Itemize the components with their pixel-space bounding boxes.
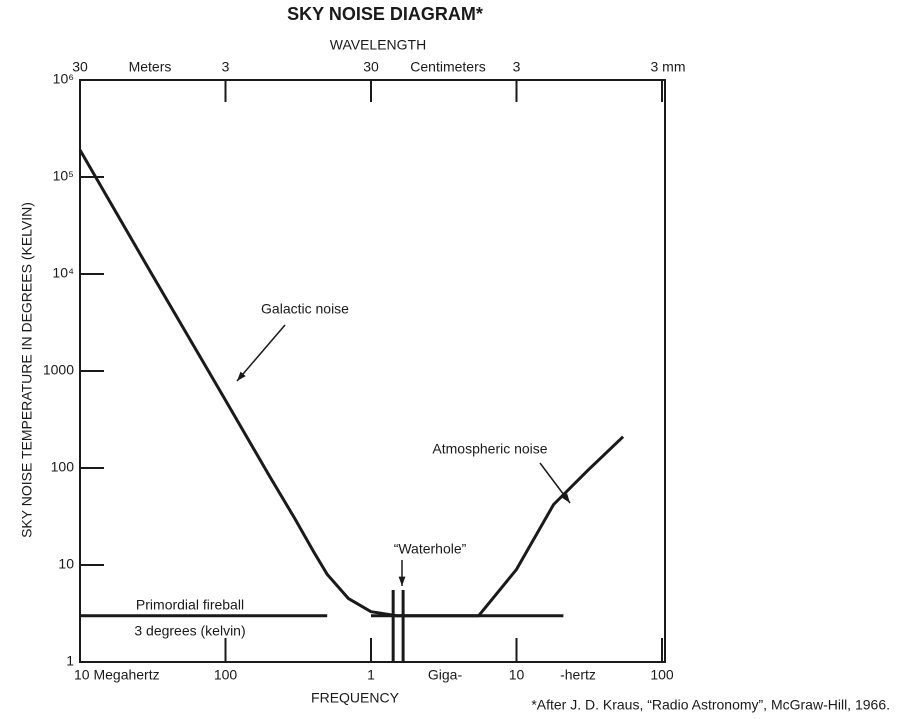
y-tick-label: 10⁴ bbox=[52, 265, 74, 281]
arrow-head bbox=[398, 576, 406, 586]
series-label: Primordial fireball bbox=[136, 597, 244, 613]
y-tick-label: 10 bbox=[58, 556, 74, 572]
y-axis-label: SKY NOISE TEMPERATURE IN DEGREES (KELVIN… bbox=[19, 202, 35, 538]
chart-title: SKY NOISE DIAGRAM* bbox=[287, 4, 483, 24]
x2-tick-label: 3 bbox=[222, 59, 230, 75]
x-axis-label: FREQUENCY bbox=[311, 690, 400, 706]
x-tick-label: 1 bbox=[367, 667, 375, 683]
arrow-head bbox=[561, 493, 570, 503]
waterhole-label: “Waterhole” bbox=[394, 541, 467, 557]
x-tick-label: 10 bbox=[509, 667, 525, 683]
x2-unit-label: Meters bbox=[129, 59, 172, 75]
footnote: *After J. D. Kraus, “Radio Astronomy”, M… bbox=[531, 697, 890, 713]
x-unit-label: -hertz bbox=[560, 667, 596, 683]
series-line bbox=[78, 149, 397, 618]
x-tick-label: 100 bbox=[214, 667, 238, 683]
x-tick-label: 100 bbox=[650, 667, 674, 683]
arrow-head bbox=[237, 371, 246, 381]
annotation-arrow bbox=[236, 324, 286, 382]
x-unit-label: Giga- bbox=[428, 667, 463, 683]
y-tick-label: 10⁵ bbox=[53, 168, 74, 184]
x2-tick-label: 3 bbox=[513, 59, 521, 75]
series-label: Atmospheric noise bbox=[432, 441, 547, 457]
y-tick-label: 1000 bbox=[43, 362, 74, 378]
series-line bbox=[396, 435, 625, 618]
y-tick-label: 1 bbox=[66, 653, 74, 669]
y-tick-label: 100 bbox=[51, 459, 75, 475]
series-label: Galactic noise bbox=[261, 301, 349, 317]
x2-tick-label: 3 mm bbox=[651, 59, 686, 75]
plot-frame bbox=[79, 79, 666, 663]
x2-tick-label: 30 bbox=[72, 59, 88, 75]
y-tick-label: 10⁶ bbox=[53, 71, 74, 87]
x2-axis-label: WAVELENGTH bbox=[330, 37, 426, 53]
x-tick-label: 10 Megahertz bbox=[74, 667, 160, 683]
x2-unit-label: Centimeters bbox=[410, 59, 485, 75]
x2-tick-label: 30 bbox=[363, 59, 379, 75]
series-sublabel: 3 degrees (kelvin) bbox=[134, 623, 245, 639]
